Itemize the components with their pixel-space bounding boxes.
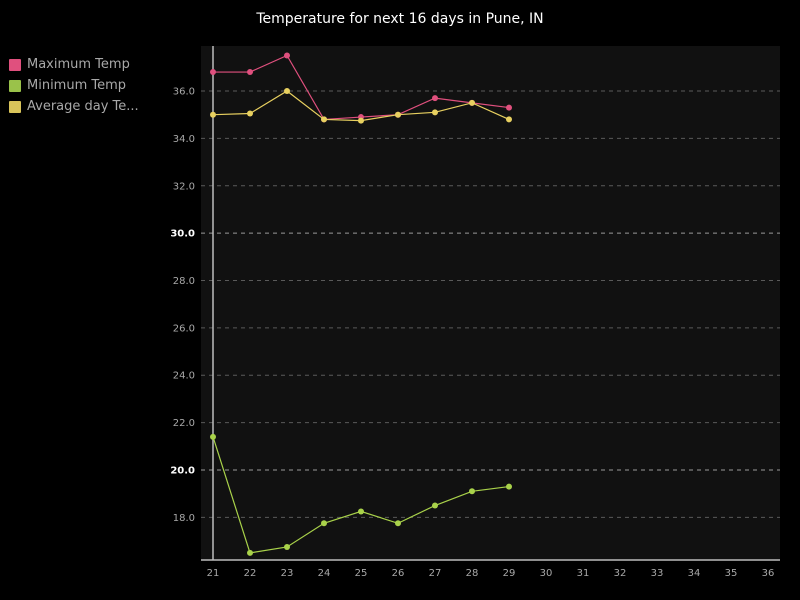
y-tick-label: 20.0	[170, 465, 195, 476]
y-tick-label: 30.0	[170, 229, 195, 240]
grid-lines	[201, 90, 780, 518]
x-tick-label: 26	[392, 568, 405, 579]
x-tick-label: 29	[503, 568, 516, 579]
series-group	[210, 52, 512, 556]
data-point-average-day-te[interactable]	[358, 117, 364, 124]
x-tick-label: 35	[725, 568, 738, 579]
x-tick-label: 21	[207, 568, 220, 579]
y-tick-label: 24.0	[173, 371, 195, 382]
data-point-maximum-temp[interactable]	[506, 104, 512, 111]
data-point-minimum-temp[interactable]	[432, 502, 438, 509]
x-tick-label: 22	[244, 568, 257, 579]
data-point-minimum-temp[interactable]	[247, 549, 253, 556]
data-point-average-day-te[interactable]	[506, 116, 512, 123]
x-tick-label: 32	[614, 568, 627, 579]
data-point-minimum-temp[interactable]	[284, 543, 290, 550]
legend-item-maximum-temp[interactable]: Maximum Temp	[9, 54, 139, 75]
data-point-minimum-temp[interactable]	[321, 520, 327, 527]
data-point-maximum-temp[interactable]	[432, 95, 438, 102]
data-point-average-day-te[interactable]	[321, 116, 327, 123]
x-tick-label: 30	[540, 568, 553, 579]
legend-item-minimum-temp[interactable]: Minimum Temp	[9, 75, 139, 96]
legend: Maximum Temp Minimum Temp Average day Te…	[9, 54, 139, 117]
chart-title: Temperature for next 16 days in Pune, IN	[256, 11, 544, 27]
data-point-average-day-te[interactable]	[469, 99, 475, 106]
x-tick-labels: 21 22 23 24 25 26 27 28 29 30 31 32 33 34 35 36	[207, 568, 775, 579]
y-tick-label: 22.0	[173, 418, 195, 429]
data-point-minimum-temp[interactable]	[395, 520, 401, 527]
plot-area	[201, 46, 780, 560]
data-point-average-day-te[interactable]	[247, 110, 253, 117]
data-point-minimum-temp[interactable]	[210, 433, 216, 440]
data-point-average-day-te[interactable]	[395, 111, 401, 118]
y-tick-label: 32.0	[173, 181, 195, 192]
x-tick-label: 25	[355, 568, 368, 579]
data-point-average-day-te[interactable]	[432, 109, 438, 116]
x-tick-label: 31	[577, 568, 590, 579]
data-point-maximum-temp[interactable]	[210, 69, 216, 76]
data-point-minimum-temp[interactable]	[469, 488, 475, 495]
legend-item-average-day-temp[interactable]: Average day Te...	[9, 96, 139, 117]
y-tick-label: 26.0	[173, 323, 195, 334]
x-tick-label: 28	[466, 568, 479, 579]
legend-swatch-minimum-temp	[9, 79, 21, 92]
data-point-minimum-temp[interactable]	[506, 483, 512, 490]
data-point-average-day-te[interactable]	[210, 111, 216, 118]
y-tick-labels: 18.0 20.0 22.0 24.0 26.0 28.0 30.0 32.0 34.0 36.0	[170, 87, 195, 524]
y-tick-label: 34.0	[173, 134, 195, 145]
x-tick-label: 27	[429, 568, 442, 579]
y-tick-label: 18.0	[173, 513, 195, 524]
x-tick-label: 36	[762, 568, 775, 579]
y-tick-label: 28.0	[173, 276, 195, 287]
x-tick-label: 23	[281, 568, 294, 579]
x-tick-label: 24	[318, 568, 331, 579]
x-tick-label: 33	[651, 568, 664, 579]
data-point-maximum-temp[interactable]	[247, 69, 253, 76]
legend-swatch-average-day-temp	[9, 100, 21, 113]
y-tick-label: 36.0	[173, 87, 195, 98]
legend-swatch-maximum-temp	[9, 58, 21, 71]
data-point-minimum-temp[interactable]	[358, 508, 364, 515]
x-tick-label: 34	[688, 568, 701, 579]
data-point-maximum-temp[interactable]	[284, 52, 290, 59]
axes	[201, 46, 780, 561]
data-point-average-day-te[interactable]	[284, 88, 290, 95]
